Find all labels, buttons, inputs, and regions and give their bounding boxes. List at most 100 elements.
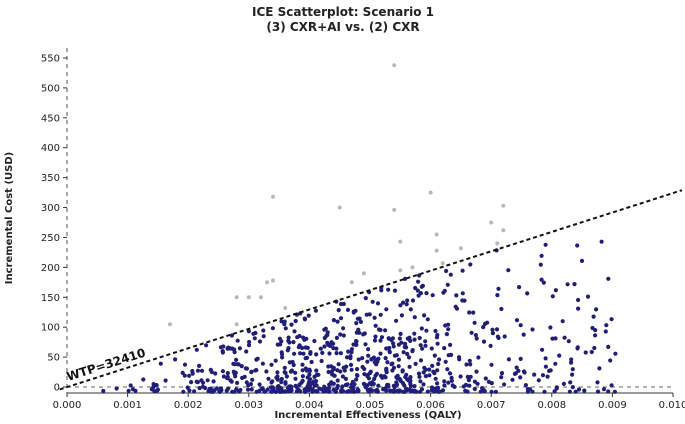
scatter-point <box>472 379 477 384</box>
y-tick-label: 350 <box>41 173 60 184</box>
scatter-point <box>541 280 546 285</box>
x-tick-label: 0.005 <box>356 400 385 411</box>
scatter-point <box>309 359 314 365</box>
scatter-point <box>570 372 575 377</box>
y-tick-label: 50 <box>47 353 60 364</box>
scatter-point <box>279 380 284 385</box>
scatter-point <box>379 288 384 293</box>
scatter-point-above-wtp <box>501 203 506 208</box>
scatter-point <box>597 366 602 371</box>
scatter-point <box>349 350 354 355</box>
scatter-point <box>208 367 213 372</box>
scatter-point-above-wtp <box>349 280 354 285</box>
scatter-point <box>454 306 460 311</box>
scatter-point <box>114 386 119 391</box>
scatter-point <box>382 374 387 379</box>
scatter-point <box>312 338 317 344</box>
scatter-point <box>418 343 423 348</box>
scatter-point <box>362 331 367 336</box>
scatter-point <box>585 294 591 299</box>
scatter-point <box>322 344 327 349</box>
scatter-point <box>348 354 353 359</box>
scatter-point <box>460 268 465 273</box>
scatter-point <box>417 335 422 341</box>
scatter-point <box>133 388 138 393</box>
scatter-point <box>349 385 354 390</box>
y-axis-title: Incremental Cost (USD) <box>4 152 15 284</box>
scatter-point <box>326 385 332 390</box>
scatter-point <box>594 307 599 312</box>
scatter-point <box>417 389 423 394</box>
scatter-point-above-wtp <box>271 278 275 283</box>
scatter-point <box>523 383 529 388</box>
scatter-point <box>190 368 195 374</box>
scatter-point <box>151 385 156 390</box>
scatter-point <box>437 357 442 362</box>
scatter-point <box>365 359 370 364</box>
scatter-point <box>289 322 294 327</box>
y-tick-label: 100 <box>41 323 60 334</box>
scatter-point <box>472 320 477 325</box>
scatter-point <box>378 373 384 378</box>
scatter-point <box>329 381 335 386</box>
scatter-point <box>345 307 351 312</box>
scatter-point <box>391 365 397 370</box>
scatter-point <box>575 243 580 248</box>
scatter-point <box>599 239 604 244</box>
scatter-point <box>412 337 417 342</box>
scatter-point <box>576 297 581 303</box>
scatter-point <box>282 365 287 370</box>
scatter-point <box>385 360 390 365</box>
scatter-point <box>446 327 451 332</box>
scatter-point <box>493 389 498 394</box>
scatter-point <box>319 387 324 392</box>
scatter-point <box>362 372 367 377</box>
scatter-point <box>398 378 403 383</box>
scatter-point <box>464 362 469 367</box>
scatter-point-above-wtp <box>398 239 403 244</box>
scatter-point <box>291 340 296 345</box>
scatter-point <box>309 387 314 392</box>
scatter-point <box>387 350 392 355</box>
scatter-point <box>207 386 212 392</box>
scatter-point <box>334 335 339 340</box>
scatter-point <box>396 357 401 362</box>
scatter-point <box>266 376 271 381</box>
scatter-point <box>437 389 442 394</box>
scatter-point <box>375 301 381 306</box>
scatter-point <box>278 342 283 347</box>
y-tick-label: 150 <box>41 293 60 304</box>
scatter-point <box>482 389 487 394</box>
scatter-point <box>539 253 544 258</box>
scatter-point <box>342 368 347 373</box>
scatter-point <box>373 334 378 339</box>
scatter-point <box>261 328 266 333</box>
scatter-point <box>335 368 340 373</box>
scatter-point <box>275 370 280 375</box>
y-tick-label: 450 <box>41 113 60 124</box>
scatter-point <box>466 378 471 383</box>
scatter-point <box>231 369 236 374</box>
scatter-point <box>249 387 254 392</box>
scatter-point <box>308 351 313 356</box>
scatter-point <box>567 389 573 394</box>
scatter-point <box>151 382 156 387</box>
scatter-point <box>349 367 354 372</box>
scatter-point <box>434 335 440 340</box>
scatter-point <box>253 368 258 373</box>
scatter-point <box>460 298 465 303</box>
scatter-point <box>390 336 395 341</box>
scatter-point <box>373 373 378 378</box>
scatter-point <box>440 388 446 393</box>
scatter-point <box>390 388 395 393</box>
scatter-point <box>340 384 345 389</box>
scatter-point <box>518 323 523 328</box>
scatter-point <box>454 293 459 298</box>
scatter-point <box>405 351 410 357</box>
scatter-point <box>552 389 557 394</box>
scatter-point <box>339 387 344 392</box>
scatter-point <box>516 368 521 373</box>
scatter-point <box>271 386 276 391</box>
scatter-point <box>244 349 249 354</box>
scatter-point <box>348 362 354 367</box>
